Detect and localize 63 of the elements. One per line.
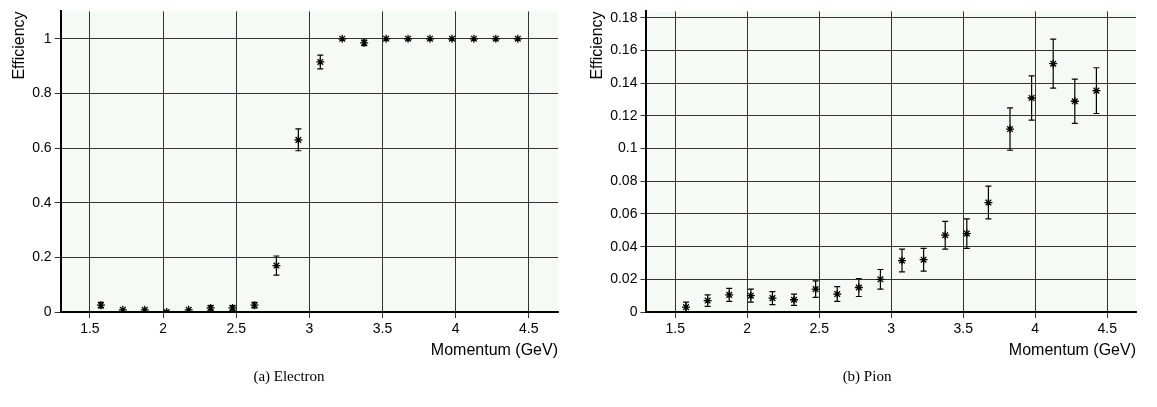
y-tick-label: 0.16 [610, 41, 638, 58]
point [337, 34, 347, 44]
point [875, 274, 886, 284]
y-tick-label: 0.08 [610, 172, 638, 189]
x-tick-label: 2 [743, 320, 752, 337]
text: (b) Pion [841, 368, 893, 385]
x-tick-label: 3 [305, 320, 314, 337]
point [469, 34, 479, 44]
x-tick-label: 3.5 [372, 320, 393, 337]
point [491, 34, 501, 44]
y-tick-label: 0.06 [610, 204, 638, 221]
point [962, 228, 972, 239]
y-tick-label: 0.14 [610, 74, 638, 91]
point [767, 293, 778, 303]
point [271, 260, 282, 271]
x-tick-label: 3.5 [953, 320, 974, 337]
x-axis-title: Momentum (GeV) [1008, 340, 1136, 358]
x-axis-title: Momentum (GeV) [430, 340, 558, 358]
y-tick-label: 1 [43, 29, 52, 46]
point [293, 135, 304, 145]
y-tick-label: 0 [43, 302, 52, 319]
y-tick-label: 0 [629, 302, 638, 319]
point [983, 197, 994, 208]
point [425, 34, 435, 44]
point [1048, 59, 1058, 69]
y-tick-label: 0.18 [610, 8, 638, 25]
point [403, 34, 413, 44]
y-axis-title: Efficiency [588, 11, 606, 80]
point [897, 255, 907, 266]
x-tick-label: 1.5 [665, 320, 686, 337]
x-tick-label: 2.5 [809, 320, 830, 337]
y-tick-label: 0.4 [32, 193, 52, 210]
x-tick-label: 4 [1031, 320, 1040, 337]
y-axis-title: Efficiency [10, 11, 28, 80]
x-tick-label: 2.5 [226, 320, 247, 337]
point [810, 284, 821, 294]
x-tick-label: 3 [887, 320, 896, 337]
point [940, 230, 950, 240]
y-tick-label: 0.2 [32, 248, 52, 265]
point [1026, 93, 1037, 103]
y-tick-label: 0.6 [32, 138, 52, 155]
y-tick-label: 0.8 [32, 84, 52, 101]
y-tick-label: 0.12 [610, 106, 638, 123]
point [1005, 124, 1015, 134]
point [447, 34, 457, 44]
x-tick-label: 2 [159, 320, 168, 337]
point [1091, 85, 1102, 96]
point [918, 255, 929, 265]
y-tick-label: 0.04 [610, 237, 638, 254]
point [184, 305, 194, 312]
x-tick-label: 1.5 [80, 320, 100, 337]
x-tick-label: 4 [451, 320, 460, 337]
point [381, 34, 391, 44]
x-tick-label: 4.5 [519, 320, 539, 337]
point [513, 34, 523, 44]
point [118, 305, 128, 312]
point [1070, 96, 1080, 106]
y-tick-label: 0.02 [610, 270, 638, 287]
text: (a) Electron [252, 368, 326, 385]
y-tick-label: 0.1 [617, 139, 638, 156]
point [854, 282, 864, 293]
point [140, 305, 150, 312]
x-tick-label: 4.5 [1097, 320, 1118, 337]
